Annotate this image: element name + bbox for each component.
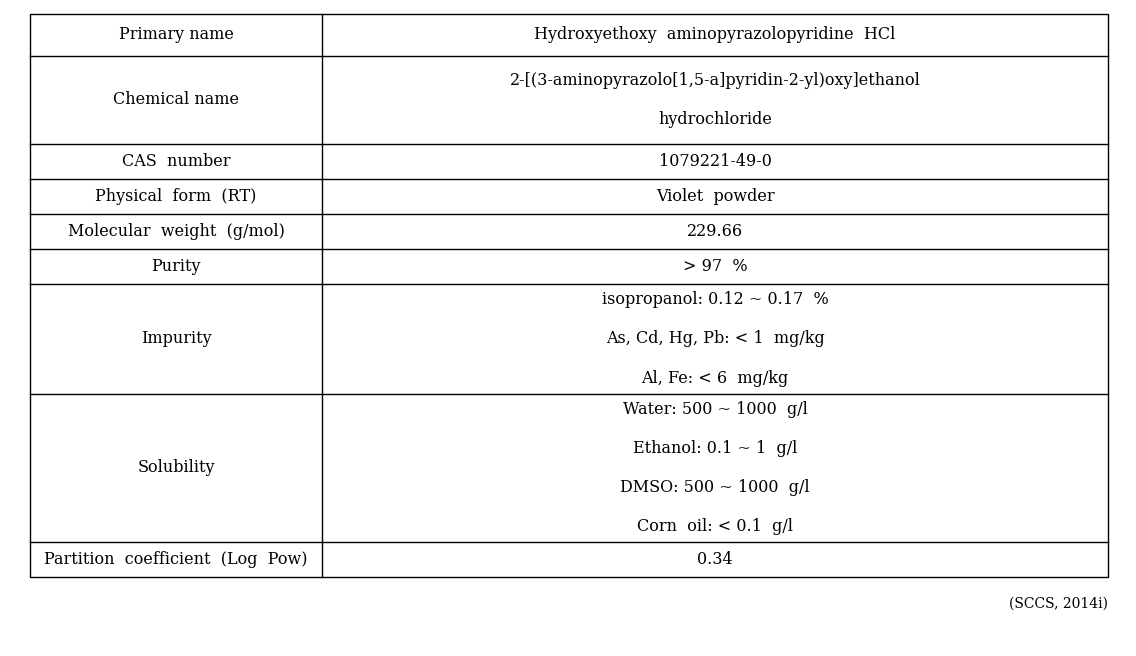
Text: Molecular  weight  (g/mol): Molecular weight (g/mol)	[67, 223, 284, 240]
Text: Physical  form  (RT): Physical form (RT)	[95, 188, 257, 205]
Text: Chemical name: Chemical name	[112, 91, 239, 108]
Text: 0.34: 0.34	[698, 551, 733, 568]
Text: CAS  number: CAS number	[122, 153, 231, 169]
Text: Impurity: Impurity	[141, 331, 211, 347]
Text: Solubility: Solubility	[137, 459, 215, 476]
Text: Primary name: Primary name	[118, 26, 233, 43]
Text: 2-[(3-aminopyrazolo[1,5-a]pyridin-2-yl)oxy]ethanol

hydrochloride: 2-[(3-aminopyrazolo[1,5-a]pyridin-2-yl)o…	[510, 72, 920, 128]
Text: Partition  coefficient  (Log  Pow): Partition coefficient (Log Pow)	[44, 551, 308, 568]
Text: > 97  %: > 97 %	[683, 258, 747, 275]
Text: (SCCS, 2014i): (SCCS, 2014i)	[1009, 597, 1108, 611]
Text: Violet  powder: Violet powder	[655, 188, 775, 205]
Text: 1079221-49-0: 1079221-49-0	[659, 153, 771, 169]
Text: Hydroxyethoxy  aminopyrazolopyridine  HCl: Hydroxyethoxy aminopyrazolopyridine HCl	[534, 26, 895, 43]
Text: 229.66: 229.66	[687, 223, 743, 240]
Text: Purity: Purity	[151, 258, 201, 275]
Text: Water: 500 ~ 1000  g/l

Ethanol: 0.1 ~ 1  g/l

DMSO: 500 ~ 1000  g/l

Corn  oil:: Water: 500 ~ 1000 g/l Ethanol: 0.1 ~ 1 g…	[620, 401, 810, 535]
Text: isopropanol: 0.12 ~ 0.17  %

As, Cd, Hg, Pb: < 1  mg/kg

Al, Fe: < 6  mg/kg: isopropanol: 0.12 ~ 0.17 % As, Cd, Hg, P…	[602, 291, 828, 386]
Bar	[30, 14, 1108, 577]
